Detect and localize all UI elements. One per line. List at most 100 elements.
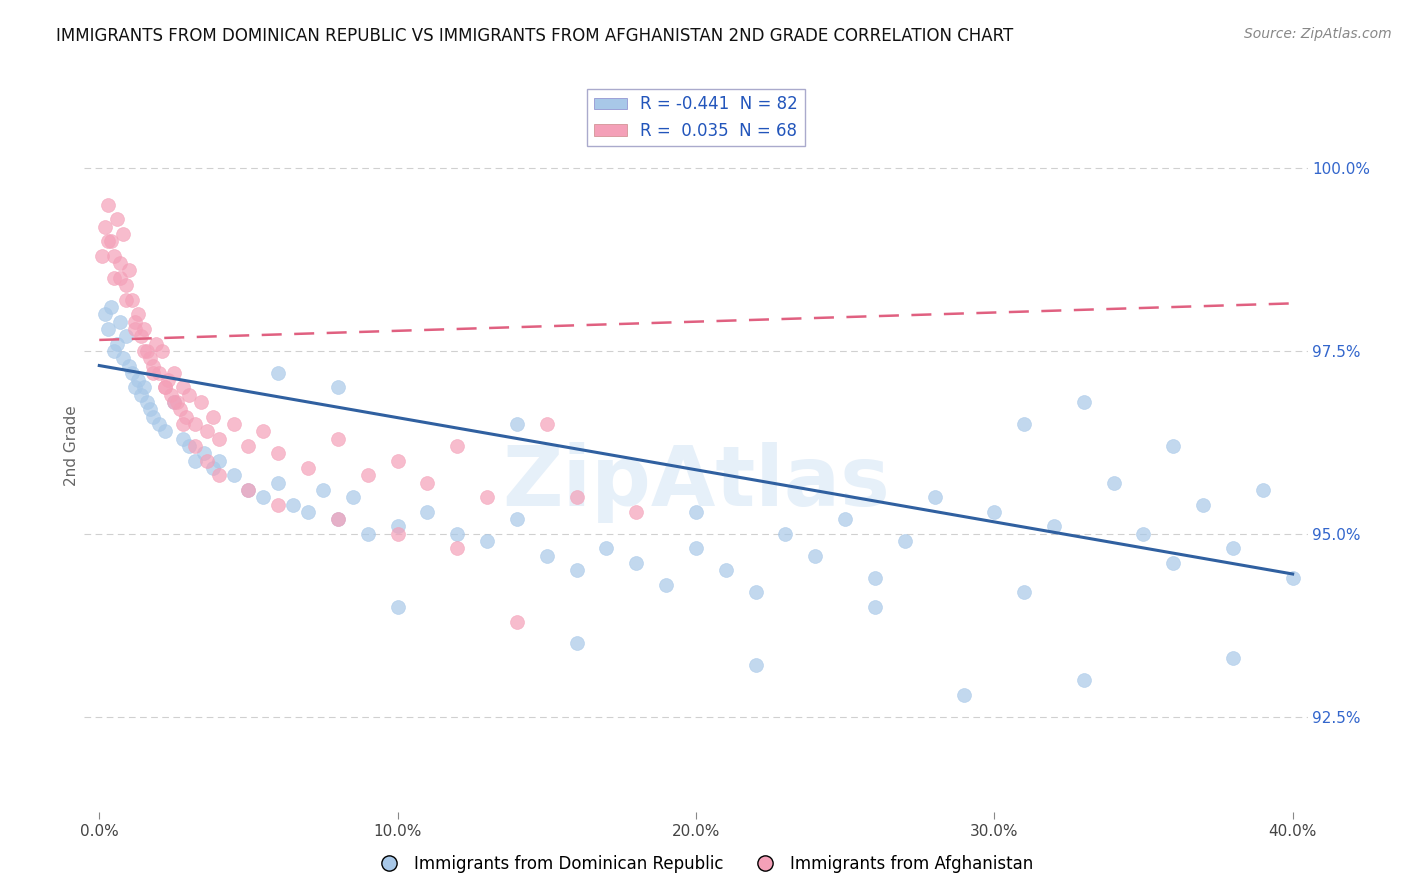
Point	[1012, 585, 1035, 599]
Point	[506, 417, 529, 431]
Point	[129, 388, 152, 402]
Point	[127, 307, 149, 321]
Point	[565, 636, 588, 650]
Point	[1073, 395, 1095, 409]
Point	[685, 505, 707, 519]
Point	[163, 366, 186, 380]
Point	[118, 263, 141, 277]
Point	[326, 512, 349, 526]
Point	[326, 432, 349, 446]
Point	[267, 498, 290, 512]
Point	[1312, 615, 1334, 629]
Point	[744, 658, 766, 673]
Point	[207, 468, 229, 483]
Point	[97, 197, 120, 211]
Point	[97, 322, 120, 336]
Point	[894, 534, 917, 549]
Text: ZipAtlas: ZipAtlas	[502, 442, 890, 523]
Point	[148, 366, 170, 380]
Point	[446, 439, 468, 453]
Point	[475, 490, 498, 504]
Point	[94, 307, 117, 321]
Point	[252, 425, 274, 439]
Point	[387, 453, 409, 467]
Point	[115, 329, 138, 343]
Point	[142, 366, 165, 380]
Point	[150, 343, 173, 358]
Point	[195, 425, 218, 439]
Point	[595, 541, 617, 556]
Point	[172, 417, 194, 431]
Point	[297, 505, 319, 519]
Text: Source: ZipAtlas.com: Source: ZipAtlas.com	[1244, 27, 1392, 41]
Point	[1073, 673, 1095, 687]
Point	[1222, 651, 1244, 665]
Point	[1043, 519, 1066, 533]
Point	[136, 343, 159, 358]
Point	[222, 468, 245, 483]
Point	[536, 417, 558, 431]
Point	[446, 541, 468, 556]
Point	[565, 563, 588, 577]
Point	[201, 461, 224, 475]
Point	[201, 409, 224, 424]
Point	[775, 526, 797, 541]
Point	[1251, 483, 1274, 497]
Point	[1132, 526, 1154, 541]
Point	[132, 380, 155, 394]
Point	[475, 534, 498, 549]
Point	[172, 432, 194, 446]
Point	[148, 417, 170, 431]
Point	[714, 563, 737, 577]
Point	[312, 483, 335, 497]
Point	[142, 359, 165, 373]
Point	[565, 490, 588, 504]
Point	[112, 351, 135, 366]
Point	[177, 388, 200, 402]
Point	[124, 380, 146, 394]
Point	[184, 417, 207, 431]
Point	[127, 373, 149, 387]
Point	[1341, 629, 1364, 643]
Point	[267, 475, 290, 490]
Point	[267, 446, 290, 460]
Point	[153, 380, 176, 394]
Point	[238, 483, 260, 497]
Point	[112, 227, 135, 241]
Point	[804, 549, 827, 563]
Point	[863, 571, 886, 585]
Point	[121, 366, 143, 380]
Point	[342, 490, 364, 504]
Point	[139, 351, 162, 366]
Point	[357, 526, 380, 541]
Point	[655, 578, 678, 592]
Point	[108, 256, 131, 270]
Point	[169, 402, 191, 417]
Point	[387, 599, 409, 614]
Point	[283, 498, 305, 512]
Point	[160, 388, 183, 402]
Point	[222, 417, 245, 431]
Point	[326, 512, 349, 526]
Text: IMMIGRANTS FROM DOMINICAN REPUBLIC VS IMMIGRANTS FROM AFGHANISTAN 2ND GRADE CORR: IMMIGRANTS FROM DOMINICAN REPUBLIC VS IM…	[56, 27, 1014, 45]
Point	[924, 490, 946, 504]
Point	[105, 336, 128, 351]
Point	[153, 380, 176, 394]
Point	[953, 688, 976, 702]
Point	[132, 322, 155, 336]
Point	[145, 336, 167, 351]
Point	[207, 453, 229, 467]
Point	[326, 380, 349, 394]
Point	[103, 249, 125, 263]
Point	[100, 300, 122, 314]
Point	[536, 549, 558, 563]
Legend: Immigrants from Dominican Republic, Immigrants from Afghanistan: Immigrants from Dominican Republic, Immi…	[366, 848, 1040, 880]
Point	[132, 343, 155, 358]
Point	[983, 505, 1005, 519]
Point	[174, 409, 197, 424]
Point	[166, 395, 188, 409]
Point	[153, 425, 176, 439]
Point	[177, 439, 200, 453]
Point	[156, 373, 179, 387]
Point	[115, 278, 138, 293]
